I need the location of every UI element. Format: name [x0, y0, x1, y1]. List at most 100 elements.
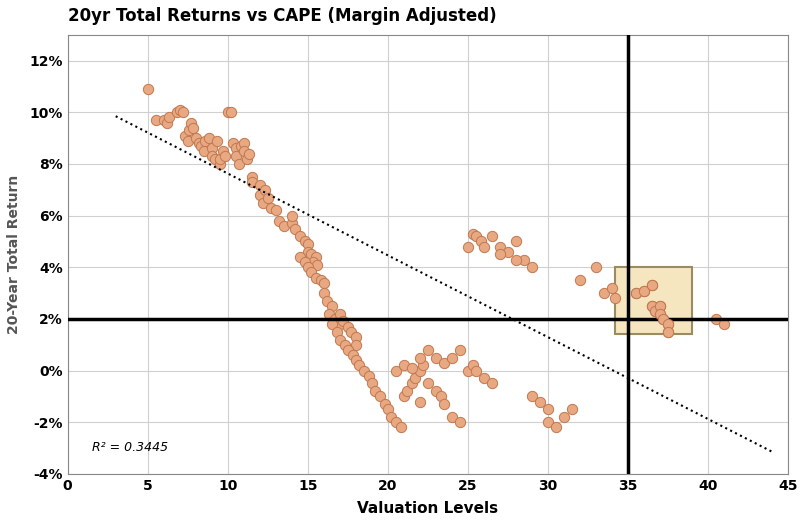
- Point: [390, 367, 402, 375]
- Point: [526, 392, 539, 401]
- Point: [205, 152, 218, 161]
- Point: [349, 340, 362, 349]
- Point: [208, 155, 221, 163]
- Point: [534, 397, 547, 406]
- Text: 20yr Total Returns vs CAPE (Margin Adjusted): 20yr Total Returns vs CAPE (Margin Adjus…: [68, 7, 496, 25]
- Point: [414, 367, 427, 375]
- Point: [654, 310, 667, 318]
- Point: [510, 255, 522, 264]
- Point: [422, 346, 435, 354]
- Point: [445, 413, 458, 421]
- Point: [435, 392, 448, 401]
- Bar: [615, 267, 692, 334]
- Point: [398, 392, 411, 401]
- Point: [349, 333, 362, 341]
- Point: [286, 211, 299, 220]
- Point: [186, 123, 199, 132]
- Point: [170, 108, 183, 117]
- Point: [258, 186, 271, 194]
- Point: [273, 217, 286, 225]
- Point: [374, 392, 386, 401]
- Point: [485, 379, 498, 388]
- Point: [542, 405, 555, 414]
- Point: [646, 281, 658, 290]
- Point: [304, 250, 317, 258]
- Point: [306, 258, 319, 266]
- Point: [237, 147, 250, 155]
- Point: [226, 139, 239, 147]
- Point: [474, 237, 487, 246]
- Point: [301, 263, 314, 271]
- Point: [485, 232, 498, 241]
- Point: [469, 367, 482, 375]
- Point: [328, 315, 341, 323]
- Point: [189, 134, 202, 142]
- Point: [325, 302, 338, 310]
- Point: [265, 203, 278, 212]
- Point: [210, 137, 223, 145]
- Point: [638, 286, 650, 294]
- Point: [550, 423, 563, 431]
- Point: [336, 317, 349, 326]
- Point: [466, 230, 479, 238]
- Point: [649, 307, 662, 315]
- Point: [225, 108, 237, 117]
- Point: [406, 379, 419, 388]
- Point: [542, 418, 555, 426]
- Point: [394, 423, 407, 431]
- Point: [309, 274, 322, 282]
- Point: [160, 118, 173, 127]
- Point: [365, 379, 378, 388]
- Point: [710, 315, 723, 323]
- Point: [526, 263, 539, 271]
- Point: [477, 374, 490, 382]
- Point: [430, 387, 443, 395]
- Point: [242, 150, 255, 158]
- Point: [202, 134, 215, 142]
- Point: [430, 354, 443, 362]
- Point: [178, 131, 191, 140]
- Point: [254, 191, 266, 199]
- Point: [382, 405, 394, 414]
- Point: [301, 240, 314, 248]
- Point: [453, 346, 466, 354]
- Point: [597, 289, 610, 297]
- Point: [304, 268, 317, 277]
- Point: [357, 367, 370, 375]
- Point: [414, 397, 427, 406]
- X-axis label: Valuation Levels: Valuation Levels: [357, 501, 498, 516]
- Point: [205, 144, 218, 153]
- Point: [558, 413, 571, 421]
- Point: [438, 400, 451, 408]
- Point: [353, 361, 365, 370]
- Point: [183, 126, 196, 134]
- Point: [369, 387, 382, 395]
- Point: [141, 85, 154, 93]
- Point: [184, 118, 197, 127]
- Point: [378, 400, 391, 408]
- Point: [314, 276, 327, 285]
- Point: [654, 302, 667, 310]
- Point: [590, 263, 603, 271]
- Point: [194, 142, 207, 150]
- Point: [385, 413, 398, 421]
- Point: [406, 364, 419, 372]
- Point: [229, 144, 242, 153]
- Point: [502, 247, 514, 256]
- Point: [246, 173, 258, 181]
- Point: [221, 108, 234, 117]
- Point: [493, 250, 506, 258]
- Point: [649, 307, 662, 315]
- Point: [477, 243, 490, 251]
- Point: [199, 137, 212, 145]
- Point: [293, 232, 306, 241]
- Point: [301, 247, 314, 256]
- Point: [286, 219, 299, 228]
- Point: [390, 418, 402, 426]
- Point: [657, 315, 670, 323]
- Point: [333, 320, 346, 328]
- Point: [453, 418, 466, 426]
- Point: [157, 116, 170, 124]
- Point: [466, 361, 479, 370]
- Point: [518, 255, 530, 264]
